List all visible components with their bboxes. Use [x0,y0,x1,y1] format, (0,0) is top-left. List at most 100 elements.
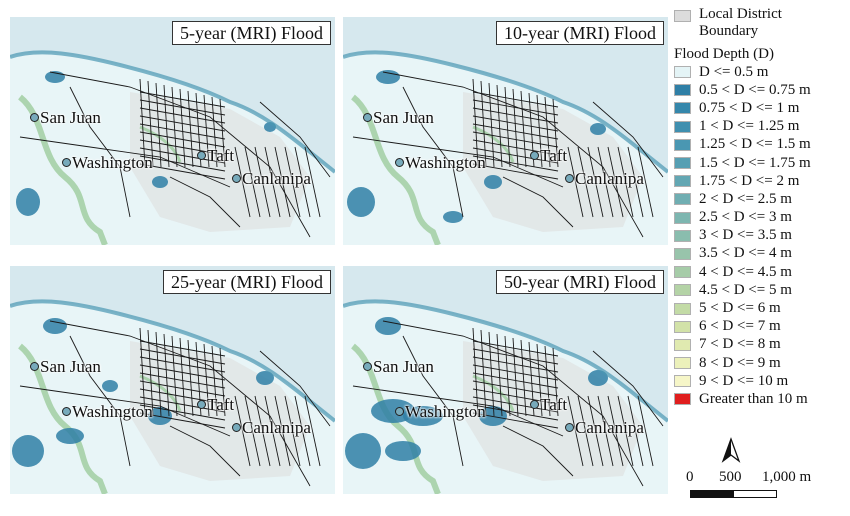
legend-item: 1 < D <= 1.25 m [674,118,846,136]
legend-label: D <= 0.5 m [699,63,769,80]
legend-item: D <= 0.5 m [674,63,846,81]
scale-bar-black [690,490,734,498]
place-marker-icon [363,113,372,122]
place-label: Taft [207,146,235,165]
legend-swatch [674,357,691,370]
legend-item: 9 < D <= 10 m [674,372,846,390]
place-marker-icon [530,151,539,160]
legend-swatch [674,193,691,206]
legend-swatch [674,338,691,351]
legend-swatch [674,157,691,170]
flood-map-25yr [10,266,335,494]
scale-label-500: 500 [719,469,742,485]
scale-label-0: 0 [686,469,694,485]
place-label: San Juan [373,108,434,127]
legend-label: 5 < D <= 6 m [699,300,781,317]
legend-label: 2 < D <= 2.5 m [699,190,792,207]
place-label: Canlanipa [575,418,644,437]
legend-item: 4.5 < D <= 5 m [674,281,846,299]
legend-swatch [674,102,691,115]
map-panel-10yr: 10-year (MRI) Flood San Juan Washington Ta… [343,17,668,245]
legend-item: 0.5 < D <= 0.75 m [674,81,846,99]
place-label: Taft [540,146,568,165]
legend-label: 3 < D <= 3.5 m [699,227,792,244]
place-label: Taft [540,395,568,414]
legend-label: 0.5 < D <= 0.75 m [699,81,811,98]
panel-title: 10-year (MRI) Flood [496,21,664,45]
legend-swatch [674,320,691,333]
legend-label: 1.75 < D <= 2 m [699,172,800,189]
legend-item: 2 < D <= 2.5 m [674,190,846,208]
legend-swatch [674,84,691,97]
place-marker-icon [232,174,241,183]
place-marker-icon [565,423,574,432]
place-label: San Juan [373,357,434,376]
legend-item: 1.25 < D <= 1.5 m [674,136,846,154]
scale-label-1000: 1,000 m [762,469,812,485]
place-marker-icon [197,151,206,160]
legend-item: 2.5 < D <= 3 m [674,209,846,227]
legend-label: 1 < D <= 1.25 m [699,118,800,135]
place-label: San Juan [40,357,101,376]
flood-map-5yr [10,17,335,245]
legend-swatch [674,138,691,151]
legend-label: 1.5 < D <= 1.75 m [699,154,811,171]
flood-map-50yr [343,266,668,494]
legend-item: 3.5 < D <= 4 m [674,245,846,263]
place-label: Canlanipa [242,169,311,188]
place-marker-icon [395,158,404,167]
legend-label: 3.5 < D <= 4 m [699,245,792,262]
place-label: Taft [207,395,235,414]
place-marker-icon [197,400,206,409]
place-marker-icon [232,423,241,432]
legend-label: 9 < D <= 10 m [699,372,789,389]
legend-swatch [674,284,691,297]
legend-label: 8 < D <= 9 m [699,354,781,371]
place-label: Canlanipa [242,418,311,437]
legend-item: 4 < D <= 4.5 m [674,263,846,281]
legend-swatch [674,175,691,188]
legend-swatch [674,393,691,406]
north-arrow-icon [721,437,741,463]
depth-title: Flood Depth (D) [674,46,774,62]
place-label: Washington [405,153,486,172]
legend-label: 7 < D <= 8 m [699,336,781,353]
legend-label: 6 < D <= 7 m [699,318,781,335]
place-marker-icon [62,158,71,167]
legend-swatch [674,211,691,224]
legend-label: 4 < D <= 4.5 m [699,263,792,280]
legend-swatch [674,375,691,388]
legend-label: 2.5 < D <= 3 m [699,209,792,226]
panel-title: 5-year (MRI) Flood [172,21,331,45]
place-marker-icon [530,400,539,409]
place-marker-icon [565,174,574,183]
legend-item: 1.5 < D <= 1.75 m [674,154,846,172]
legend-item: 0.75 < D <= 1 m [674,99,846,117]
place-marker-icon [363,362,372,371]
legend-label: 0.75 < D <= 1 m [699,99,800,116]
place-marker-icon [30,113,39,122]
legend-swatch [674,120,691,133]
legend-item: 5 < D <= 6 m [674,299,846,317]
legend: Local District Boundary Flood Depth (D) … [674,6,846,409]
legend-label: 1.25 < D <= 1.5 m [699,136,811,153]
boundary-label: Local District Boundary [699,6,782,39]
scale-bar-group: 0 500 1,000 m [686,435,838,505]
place-label: Washington [72,402,153,421]
legend-item: 3 < D <= 3.5 m [674,227,846,245]
place-marker-icon [62,407,71,416]
flood-map-10yr [343,17,668,245]
panel-title: 50-year (MRI) Flood [496,270,664,294]
map-panel-5yr: 5-year (MRI) Flood San Juan Washington Taf… [10,17,335,245]
panel-title: 25-year (MRI) Flood [163,270,331,294]
place-label: Washington [405,402,486,421]
legend-label: Greater than 10 m [699,390,808,407]
place-marker-icon [395,407,404,416]
legend-label: 4.5 < D <= 5 m [699,281,792,298]
scale-bar-white [733,490,777,498]
legend-classes: D <= 0.5 m 0.5 < D <= 0.75 m 0.75 < D <= 1… [674,63,846,409]
legend-swatch [674,266,691,279]
boundary-swatch [674,10,691,22]
legend-swatch [674,302,691,315]
map-panel-50yr: 50-year (MRI) Flood San Juan Washington Ta… [343,266,668,494]
